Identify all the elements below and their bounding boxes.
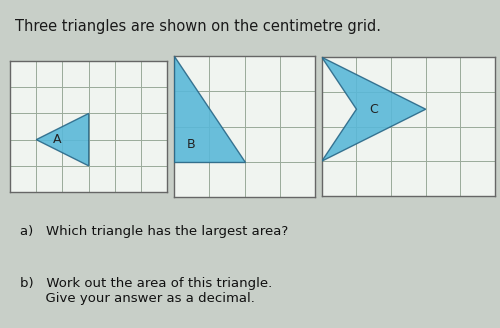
Text: A: A	[53, 133, 62, 146]
Text: a)   Which triangle has the largest area?: a) Which triangle has the largest area?	[20, 225, 288, 238]
Polygon shape	[322, 57, 426, 161]
Polygon shape	[174, 56, 244, 162]
Text: b)   Work out the area of this triangle.
      Give your answer as a decimal.: b) Work out the area of this triangle. G…	[20, 277, 272, 305]
Text: C: C	[370, 103, 378, 116]
Polygon shape	[36, 113, 88, 166]
Text: B: B	[187, 138, 196, 151]
Text: Three triangles are shown on the centimetre grid.: Three triangles are shown on the centime…	[15, 19, 381, 34]
